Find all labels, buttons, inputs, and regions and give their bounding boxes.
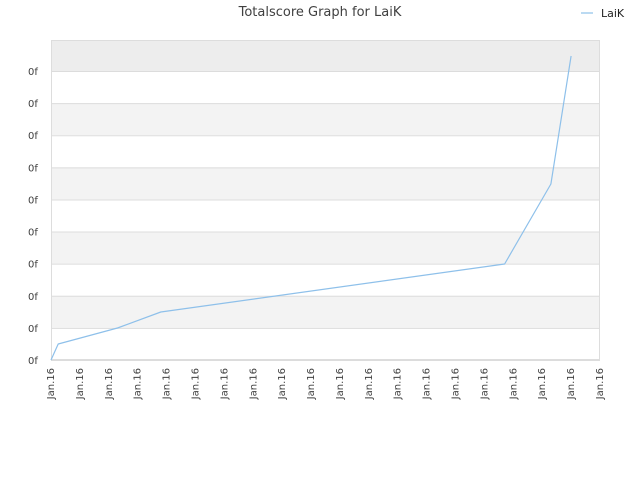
plot-band	[51, 135, 600, 168]
x-tick-label: Jan.16	[479, 368, 490, 400]
plot-band	[51, 295, 600, 328]
series-layer	[50, 55, 572, 361]
x-tick-label: Jan.16	[393, 368, 404, 400]
x-tick-label: Jan.16	[335, 368, 346, 400]
plot-band	[51, 71, 600, 104]
y-tick-label: 0f	[28, 356, 38, 367]
y-tick-label: 0f	[28, 195, 38, 206]
y-gridlines	[51, 71, 600, 361]
y-tick-label: 0f	[28, 99, 38, 110]
plot-band	[51, 327, 600, 360]
series-line-laik	[50, 55, 572, 361]
x-tick-label: Jan.16	[162, 368, 173, 400]
plot-band	[51, 40, 600, 71]
y-tick-label: 0f	[28, 292, 38, 303]
x-tick-label: Jan.16	[306, 368, 317, 400]
y-tick-label: 0f	[28, 324, 38, 335]
x-tick-label: Jan.16	[508, 368, 519, 400]
x-tick-label: Jan.16	[46, 368, 57, 400]
chart-title: Totalscore Graph for LaiK	[238, 5, 402, 20]
x-tick-label: Jan.16	[133, 368, 144, 400]
plot-band	[51, 167, 600, 200]
plot-band	[51, 199, 600, 232]
x-tick-label: Jan.16	[566, 368, 577, 400]
x-tick-label: Jan.16	[364, 368, 375, 400]
x-tick-label: Jan.16	[537, 368, 548, 400]
y-tick-label: 0f	[28, 67, 38, 78]
x-tick-label: Jan.16	[451, 368, 462, 400]
plot-band	[51, 263, 600, 296]
plot-area-frame	[51, 40, 600, 360]
legend-label-laik: LaiK	[601, 7, 625, 20]
x-tick-label: Jan.16	[595, 368, 606, 400]
x-tick-label: Jan.16	[248, 368, 259, 400]
y-axis-tick-labels: 0f 0f 0f 0f 0f 0f 0f 0f 0f 0f	[28, 67, 38, 367]
y-tick-label: 0f	[28, 163, 38, 174]
x-axis-tick-labels: Jan.16 Jan.16 Jan.16 Jan.16 Jan.16 Jan.16 Jan.…	[46, 368, 606, 400]
x-tick-label: Jan.16	[219, 368, 230, 400]
x-tick-label: Jan.16	[190, 368, 201, 400]
plot-band	[51, 231, 600, 264]
x-tick-label: Jan.16	[277, 368, 288, 400]
x-tick-label: Jan.16	[75, 368, 86, 400]
y-tick-label: 0f	[28, 131, 38, 142]
y-tick-label: 0f	[28, 228, 38, 239]
plot-band	[51, 103, 600, 136]
legend[interactable]: LaiK	[581, 7, 625, 20]
x-tick-label: Jan.16	[104, 368, 115, 400]
x-tick-label: Jan.16	[422, 368, 433, 400]
plot-background-bands	[51, 40, 600, 360]
y-tick-label: 0f	[28, 260, 38, 271]
